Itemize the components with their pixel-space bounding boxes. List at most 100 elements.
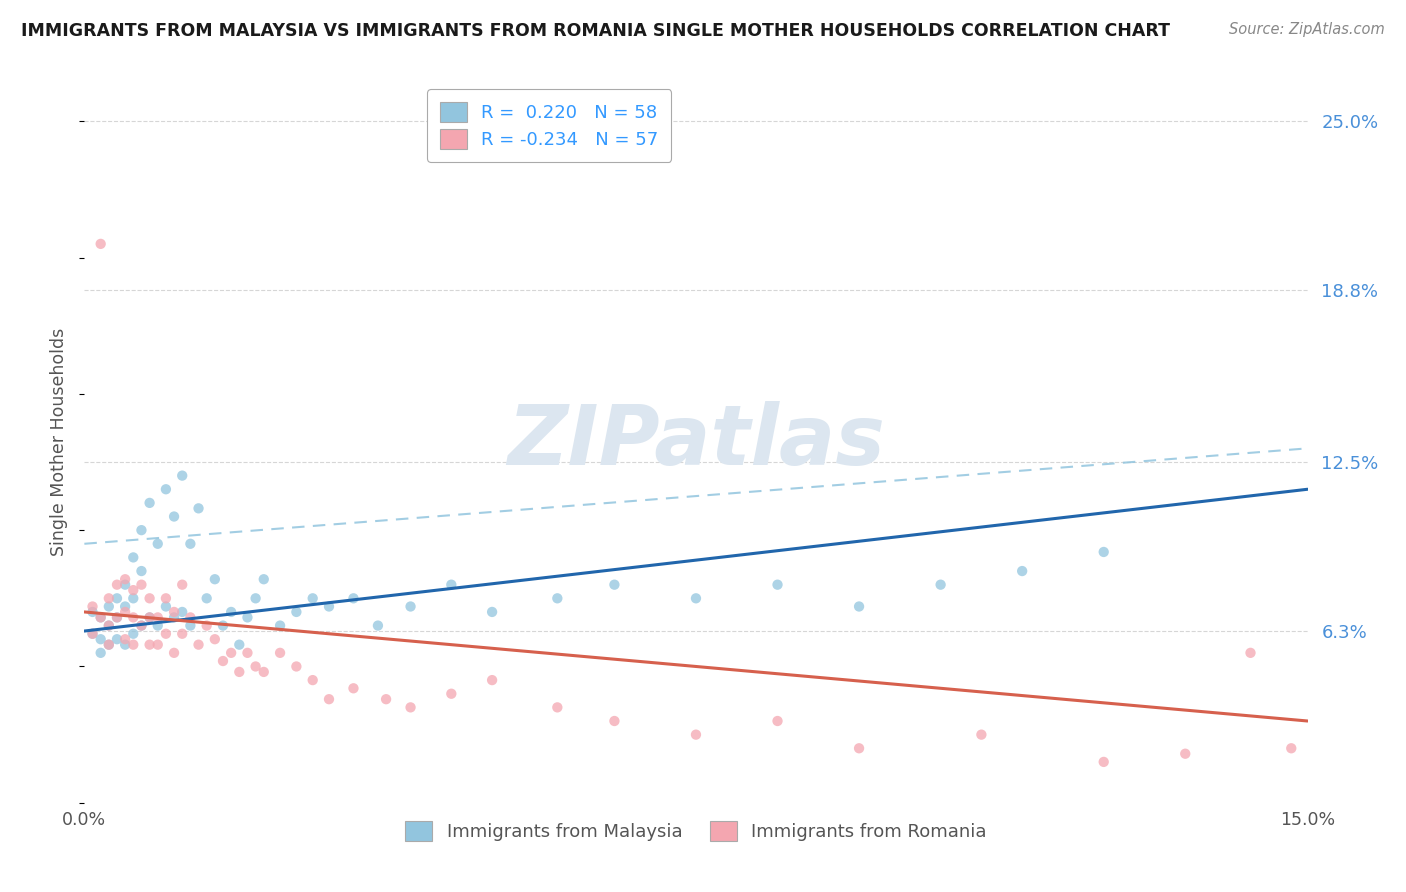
Point — [122, 583, 145, 598]
Point — [82, 626, 104, 640]
Point — [685, 728, 707, 742]
Point — [163, 610, 186, 624]
Point — [603, 577, 626, 591]
Point — [122, 591, 145, 606]
Y-axis label: Single Mother Households: Single Mother Households — [51, 327, 69, 556]
Point — [269, 618, 291, 632]
Point — [90, 632, 112, 647]
Point — [848, 599, 870, 614]
Point — [245, 659, 267, 673]
Point — [399, 599, 422, 614]
Point — [97, 638, 120, 652]
Point — [685, 591, 707, 606]
Point — [204, 632, 226, 647]
Point — [1011, 564, 1033, 578]
Point — [929, 577, 952, 591]
Point — [236, 646, 259, 660]
Point — [90, 236, 112, 251]
Point — [122, 638, 145, 652]
Point — [179, 618, 201, 632]
Point — [122, 626, 145, 640]
Point — [155, 591, 177, 606]
Point — [82, 599, 104, 614]
Point — [146, 537, 169, 551]
Point — [848, 741, 870, 756]
Point — [114, 572, 136, 586]
Point — [97, 591, 120, 606]
Point — [138, 638, 160, 652]
Point — [342, 591, 364, 606]
Point — [212, 654, 235, 668]
Point — [105, 610, 128, 624]
Point — [367, 618, 389, 632]
Point — [375, 692, 398, 706]
Point — [131, 577, 153, 591]
Point — [146, 638, 169, 652]
Point — [163, 509, 186, 524]
Point — [172, 626, 194, 640]
Point — [82, 605, 104, 619]
Point — [285, 605, 308, 619]
Point — [301, 591, 323, 606]
Point — [399, 700, 422, 714]
Point — [228, 665, 250, 679]
Point — [546, 591, 568, 606]
Point — [172, 577, 194, 591]
Point — [131, 618, 153, 632]
Point — [179, 610, 201, 624]
Point — [114, 638, 136, 652]
Point — [146, 610, 169, 624]
Point — [342, 681, 364, 696]
Point — [179, 537, 201, 551]
Point — [97, 638, 120, 652]
Legend: Immigrants from Malaysia, Immigrants from Romania: Immigrants from Malaysia, Immigrants fro… — [398, 814, 994, 848]
Point — [163, 646, 186, 660]
Point — [1279, 741, 1302, 756]
Point — [228, 638, 250, 652]
Point — [155, 482, 177, 496]
Point — [318, 692, 340, 706]
Point — [204, 572, 226, 586]
Point — [970, 728, 993, 742]
Point — [122, 550, 145, 565]
Point — [90, 610, 112, 624]
Point — [253, 572, 276, 586]
Point — [114, 577, 136, 591]
Point — [155, 599, 177, 614]
Point — [131, 618, 153, 632]
Point — [481, 673, 503, 687]
Point — [97, 618, 120, 632]
Point — [440, 687, 463, 701]
Point — [105, 577, 128, 591]
Point — [187, 638, 209, 652]
Point — [195, 618, 218, 632]
Point — [285, 659, 308, 673]
Point — [195, 591, 218, 606]
Point — [97, 618, 120, 632]
Point — [219, 646, 242, 660]
Point — [138, 591, 160, 606]
Point — [172, 605, 194, 619]
Point — [212, 618, 235, 632]
Point — [481, 605, 503, 619]
Text: Source: ZipAtlas.com: Source: ZipAtlas.com — [1229, 22, 1385, 37]
Point — [318, 599, 340, 614]
Point — [163, 605, 186, 619]
Text: IMMIGRANTS FROM MALAYSIA VS IMMIGRANTS FROM ROMANIA SINGLE MOTHER HOUSEHOLDS COR: IMMIGRANTS FROM MALAYSIA VS IMMIGRANTS F… — [21, 22, 1170, 40]
Point — [1239, 646, 1261, 660]
Point — [114, 599, 136, 614]
Point — [253, 665, 276, 679]
Point — [105, 610, 128, 624]
Point — [236, 610, 259, 624]
Point — [766, 714, 789, 728]
Point — [155, 626, 177, 640]
Point — [114, 605, 136, 619]
Point — [146, 618, 169, 632]
Text: ZIPatlas: ZIPatlas — [508, 401, 884, 482]
Point — [90, 646, 112, 660]
Point — [105, 632, 128, 647]
Point — [1174, 747, 1197, 761]
Point — [138, 496, 160, 510]
Point — [138, 610, 160, 624]
Point — [245, 591, 267, 606]
